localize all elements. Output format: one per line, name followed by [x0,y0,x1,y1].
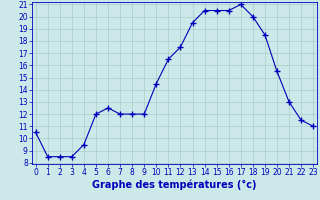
X-axis label: Graphe des températures (°c): Graphe des températures (°c) [92,180,257,190]
